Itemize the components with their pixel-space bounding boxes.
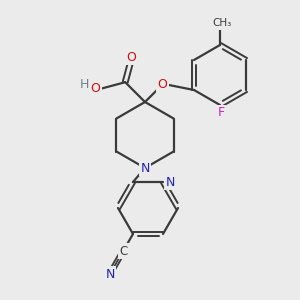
Text: CH₃: CH₃ (212, 18, 232, 28)
Text: O: O (90, 82, 100, 95)
Text: N: N (105, 268, 115, 281)
Text: H: H (80, 78, 89, 91)
Text: F: F (218, 106, 225, 119)
Text: N: N (140, 161, 150, 175)
Text: C: C (120, 244, 128, 257)
Text: O: O (157, 78, 167, 92)
Text: N: N (165, 176, 175, 188)
Text: O: O (127, 51, 136, 64)
